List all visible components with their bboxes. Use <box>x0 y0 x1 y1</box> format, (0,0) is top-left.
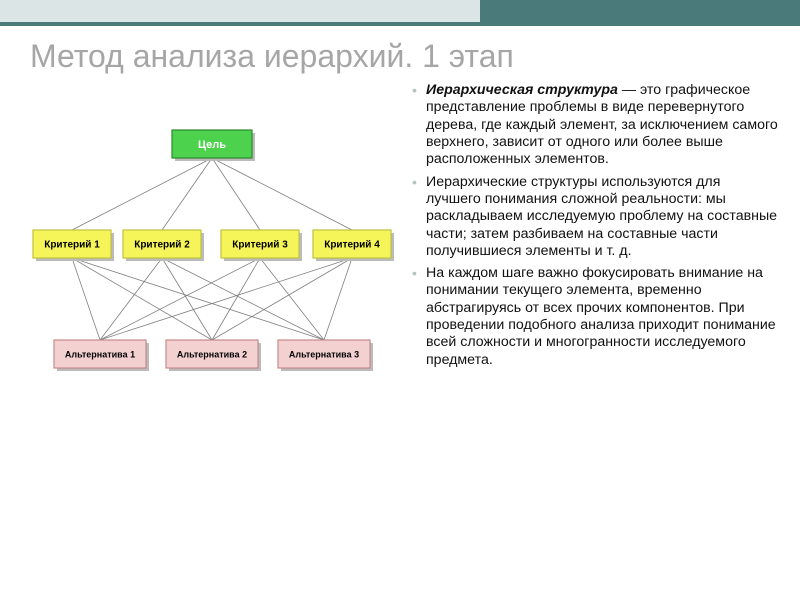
bullet-text: Иерархические структуры используются для… <box>426 174 777 259</box>
diagram-edge <box>72 258 212 340</box>
diagram-node-label-c2: Критерий 2 <box>134 240 190 251</box>
diagram-node-label-c4: Критерий 4 <box>324 240 380 251</box>
bullet-item: Иерархическая структура — это графическо… <box>426 82 778 169</box>
diagram-edge <box>162 158 212 230</box>
diagram-edge <box>72 258 100 340</box>
bullet-item: Иерархические структуры используются для… <box>426 174 778 261</box>
accent-line <box>0 22 800 26</box>
diagram-edge <box>212 258 352 340</box>
diagram-node-label-c3: Критерий 3 <box>232 240 288 251</box>
bullet-list: Иерархическая структура — это графическо… <box>412 82 778 369</box>
bullet-lead: Иерархическая структура <box>426 82 618 98</box>
slide-title: Метод анализа иерархий. 1 этап <box>30 38 514 75</box>
top-accent-bar <box>0 0 800 22</box>
diagram-column: Цель Критерий 1 Критерий 2 Критерий 3 Критер… <box>22 82 402 590</box>
accent-light <box>0 0 480 22</box>
bullet-text: На каждом шаге важно фокусировать вниман… <box>426 265 776 368</box>
diagram-node-label-a2: Альтернатива 2 <box>177 349 247 359</box>
diagram-edge <box>72 158 212 230</box>
diagram-node-label-a1: Альтернатива 1 <box>65 349 135 359</box>
diagram-node-label-a3: Альтернатива 3 <box>289 349 359 359</box>
diagram-node-label-c1: Критерий 1 <box>44 240 100 251</box>
diagram-edge <box>162 258 324 340</box>
text-column: Иерархическая структура — это графическо… <box>412 82 778 590</box>
diagram-edge <box>212 158 352 230</box>
accent-dark <box>480 0 800 22</box>
diagram-node-label-g: Цель <box>198 139 226 151</box>
diagram-edge <box>212 158 260 230</box>
bullet-item: На каждом шаге важно фокусировать вниман… <box>426 265 778 369</box>
diagram-edge <box>324 258 352 340</box>
content-area: Цель Критерий 1 Критерий 2 Критерий 3 Критер… <box>22 82 778 590</box>
hierarchy-diagram: Цель Критерий 1 Критерий 2 Критерий 3 Критер… <box>22 122 402 422</box>
